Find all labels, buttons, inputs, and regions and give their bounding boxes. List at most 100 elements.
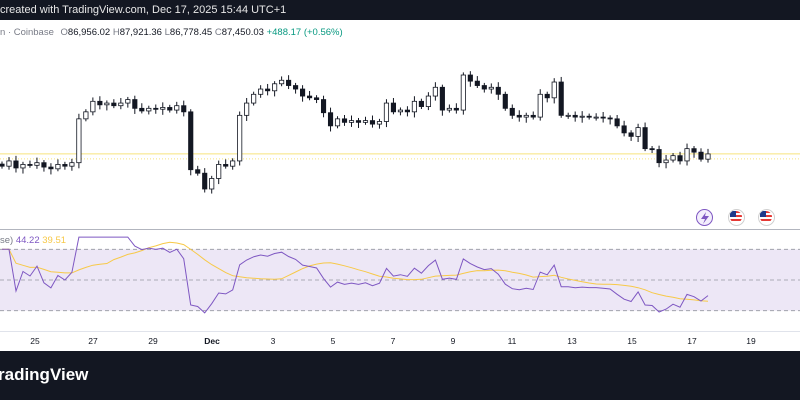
low-value: 86,778.45 [169,27,213,38]
candle-down [586,115,592,118]
high-value: 87,921.36 [119,27,162,38]
candle-down [677,155,683,162]
time-tick-label: 19 [746,336,756,346]
candle-up [446,107,452,111]
candle-up [55,164,61,170]
time-tick-label: 11 [507,336,517,346]
candle-down [181,105,187,113]
candle-up [383,102,390,122]
candle-down [530,114,536,118]
change-value: +488.17 (+0.56%) [266,27,343,38]
candle-up [125,99,131,104]
candle-down [572,114,578,118]
candle-down [691,148,697,153]
candle-up [460,74,466,111]
candle-up [230,160,236,167]
brand-logo: radingView [0,365,89,384]
rsi-ma-line [2,241,709,302]
candle-down [300,88,306,97]
close-label: C [214,27,222,38]
candle-down [306,95,313,99]
candle-down [467,74,473,82]
candle-down [265,88,271,92]
candle-up [6,160,12,167]
candle-up [593,116,599,119]
us-flag-icon[interactable] [758,209,775,226]
rsi-line [2,236,709,314]
symbol-fragment: n [0,27,6,38]
high-label: H [112,27,120,38]
rsi-legend: se) 44.22 39.51 [0,235,66,246]
candle-down [502,93,508,109]
candle-up [523,114,529,118]
price-chart[interactable] [0,0,800,229]
candle-down [48,166,54,170]
open-label: O [60,27,68,38]
candle-down [656,149,662,164]
candle-down [544,93,550,99]
candle-down [516,114,522,118]
lightning-icon[interactable] [696,209,713,226]
time-tick-label: 13 [567,336,577,346]
candle-up [76,118,82,164]
rsi-pane[interactable] [0,230,800,330]
candle-down [293,85,299,90]
candle-down [649,148,655,151]
candle-down [313,97,320,100]
candle-down [453,107,459,111]
candle-up [334,118,341,127]
candle-up [635,127,641,137]
candle-up [251,93,257,104]
candle-down [404,109,410,113]
candle-up [551,81,557,99]
us-flag-icon[interactable] [728,209,745,226]
rsi-name: se) [0,235,14,246]
time-tick-label: 15 [627,336,637,346]
candle-down [439,86,445,111]
candle-up [397,109,404,113]
candle-down [509,107,515,116]
candle-down [188,111,194,171]
export-header: created with TradingView.com, Dec 17, 20… [0,0,800,20]
candle-down [195,169,201,174]
candle-up [684,148,690,162]
candle-down [139,107,145,112]
time-axis-border [0,331,800,332]
candle-down [27,164,33,166]
candle-down [418,100,424,107]
export-title: created with TradingView.com, Dec 17, 20… [0,4,287,16]
candle-down [621,125,627,134]
candle-up [118,102,124,107]
time-tick-label: Dec [204,336,220,346]
time-tick-label: 29 [148,336,158,346]
candle-down [132,99,138,109]
time-tick-label: 5 [330,336,336,346]
time-tick-label: 3 [270,336,276,346]
footer-bar: radingView [0,351,800,400]
candle-up [272,83,278,92]
candle-down [111,102,117,107]
low-label: L [164,27,170,38]
candle-up [705,153,711,160]
candle-up [34,162,40,166]
candle-down [0,163,5,167]
candle-up [362,120,369,123]
time-tick-label: 17 [687,336,697,346]
candle-down [62,164,68,167]
candle-up [69,162,75,167]
candle-down [327,112,334,127]
time-tick-label: 7 [390,336,396,346]
time-tick-label: 27 [88,336,98,346]
candle-down [390,102,397,113]
candle-down [13,160,19,169]
candle-up [348,120,355,123]
candle-up [104,102,110,106]
candle-down [369,120,376,125]
pane-divider[interactable] [0,229,800,230]
candle-up [237,114,243,162]
candle-up [565,114,571,117]
candle-down [558,81,564,116]
candle-down [41,162,47,168]
exchange-label: · Coinbase [7,27,54,38]
candle-up [488,86,494,90]
